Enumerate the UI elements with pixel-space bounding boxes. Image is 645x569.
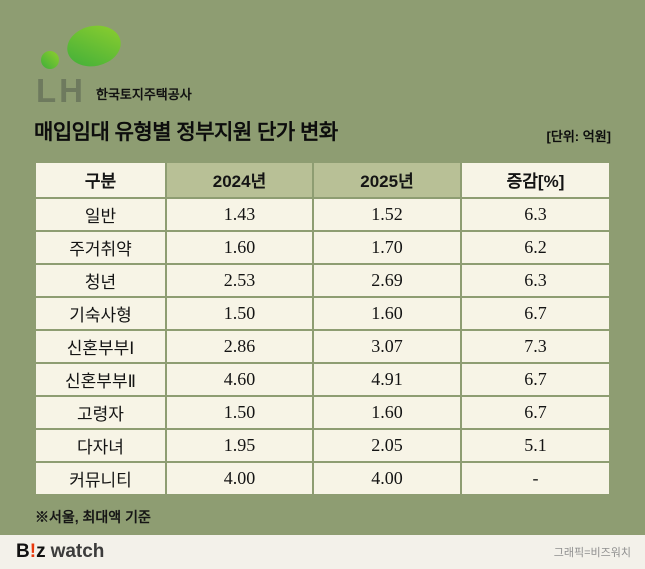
row-value: 1.60 xyxy=(312,295,462,331)
row-value: 7.3 xyxy=(460,328,611,364)
row-value: 6.7 xyxy=(460,295,611,331)
row-value: 2.69 xyxy=(312,262,462,298)
lh-logo-icon xyxy=(41,25,121,69)
row-value: 4.00 xyxy=(312,460,462,496)
unit-label: [단위: 억원] xyxy=(546,128,611,144)
row-value: 2.86 xyxy=(165,328,314,364)
row-value: 6.7 xyxy=(460,361,611,397)
row-label: 신혼부부Ⅰ xyxy=(34,328,167,364)
lh-logo: LH 한국토지주택공사 xyxy=(36,22,611,109)
table-row: 신혼부부Ⅱ 4.60 4.91 6.7 xyxy=(34,361,611,397)
row-label: 신혼부부Ⅱ xyxy=(34,361,167,397)
data-table: 구분 2024년 2025년 증감[%] 일반 1.43 1.52 6.3 주거취약 1.… xyxy=(34,160,611,496)
row-value: 6.3 xyxy=(460,196,611,232)
row-label: 기숙사형 xyxy=(34,295,167,331)
row-label: 청년 xyxy=(34,262,167,298)
row-value: 1.60 xyxy=(312,394,462,430)
table-row: 청년 2.53 2.69 6.3 xyxy=(34,262,611,298)
row-value: 6.2 xyxy=(460,229,611,265)
row-value: 6.7 xyxy=(460,394,611,430)
table-row: 다자녀 1.95 2.05 5.1 xyxy=(34,427,611,463)
table-row: 주거취약 1.60 1.70 6.2 xyxy=(34,229,611,265)
row-value: 1.50 xyxy=(165,295,314,331)
row-value: 4.00 xyxy=(165,460,314,496)
title-row: 매입임대 유형별 정부지원 단가 변화 [단위: 억원] xyxy=(34,116,611,146)
org-name: 한국토지주택공사 xyxy=(96,86,192,102)
col-header-change: 증감[%] xyxy=(460,160,611,199)
row-value: 1.50 xyxy=(165,394,314,430)
row-value: 1.70 xyxy=(312,229,462,265)
table-row: 커뮤니티 4.00 4.00- xyxy=(34,460,611,496)
row-value: 1.43 xyxy=(165,196,314,232)
infographic: LH 한국토지주택공사 매입임대 유형별 정부지원 단가 변화 [단위: 억원]… xyxy=(34,22,611,525)
row-label: 고령자 xyxy=(34,394,167,430)
footnote: ※서울, 최대액 기준 xyxy=(35,508,151,525)
row-value: 3.07 xyxy=(312,328,462,364)
bizwatch-logo: B!z watch xyxy=(16,541,104,563)
table-row: 기숙사형 1.50 1.60 6.7 xyxy=(34,295,611,331)
col-header-category: 구분 xyxy=(34,160,167,199)
row-label: 다자녀 xyxy=(34,427,167,463)
row-value: 5.1 xyxy=(460,427,611,463)
table-row: 고령자 1.50 1.60 6.7 xyxy=(34,394,611,430)
credit-text: 그래픽=비즈워치 xyxy=(553,547,631,559)
col-header-2024: 2024년 xyxy=(165,160,314,199)
table-header-row: 구분 2024년 2025년 증감[%] xyxy=(34,160,611,199)
row-label: 일반 xyxy=(34,196,167,232)
table-row: 신혼부부Ⅰ 2.86 3.07 7.3 xyxy=(34,328,611,364)
row-value: 4.60 xyxy=(165,361,314,397)
row-value: 2.53 xyxy=(165,262,314,298)
row-label: 주거취약 xyxy=(34,229,167,265)
row-value: 1.52 xyxy=(312,196,462,232)
row-label: 커뮤니티 xyxy=(34,460,167,496)
table-row: 일반 1.43 1.52 6.3 xyxy=(34,196,611,232)
row-value: 2.05 xyxy=(312,427,462,463)
row-value: 1.95 xyxy=(165,427,314,463)
row-value: 1.60 xyxy=(165,229,314,265)
col-header-2025: 2025년 xyxy=(312,160,462,199)
row-value: 6.3 xyxy=(460,262,611,298)
row-value: - xyxy=(460,460,611,496)
row-value: 4.91 xyxy=(312,361,462,397)
bizwatch-logo-watch: watch xyxy=(50,541,105,562)
bizwatch-logo-exclamation: ! xyxy=(29,541,37,562)
footer-bar: B!z watch 그래픽=비즈워치 xyxy=(0,535,645,569)
bizwatch-logo-z: z xyxy=(36,541,46,562)
page-title: 매입임대 유형별 정부지원 단가 변화 xyxy=(34,120,338,144)
lh-logo-text: LH xyxy=(36,72,86,109)
bizwatch-logo-b: B xyxy=(16,541,30,562)
